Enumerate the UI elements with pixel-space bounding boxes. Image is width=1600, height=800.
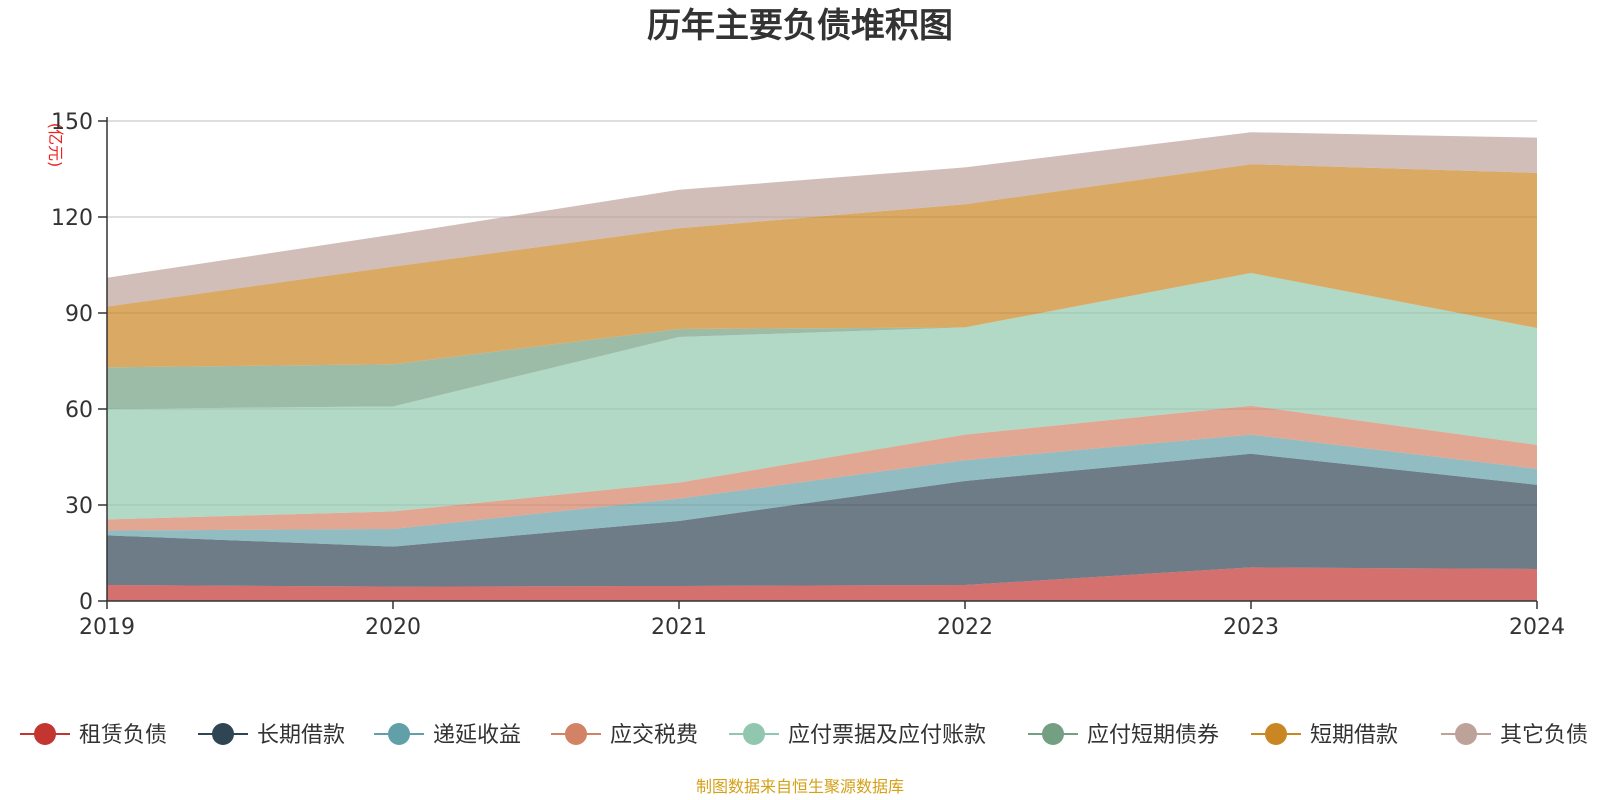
x-tick-label: 2022: [937, 615, 993, 640]
area-7: [107, 164, 1537, 368]
y-tick-label: 60: [65, 398, 93, 423]
area-8: [107, 132, 1537, 307]
y-tick-label: 90: [65, 302, 93, 327]
area-2: [107, 453, 1537, 587]
legend: 租赁负债 长期借款 递延收益 应交税费 应付票据及应付账款 应付短期债券 短期借款 其它负债: [20, 723, 1588, 748]
x-tick-label: 2020: [365, 615, 421, 640]
area-series: [107, 132, 1537, 601]
x-tick-label: 2019: [79, 615, 135, 640]
area-4: [107, 405, 1537, 531]
legend-dot-icon: [212, 723, 234, 745]
legend-dot-icon: [1455, 723, 1477, 745]
legend-item[interactable]: 应付票据及应付账款: [729, 723, 986, 748]
area-6: [107, 273, 1537, 409]
legend-label: 应付票据及应付账款: [788, 723, 986, 748]
legend-label: 递延收益: [433, 723, 521, 748]
y-axis-ticks: 0 30 60 90 120 150: [51, 110, 107, 615]
y-tick-label: 30: [65, 494, 93, 519]
legend-dot-icon: [388, 723, 410, 745]
area-3: [107, 434, 1537, 547]
legend-item[interactable]: 其它负债: [1441, 723, 1588, 748]
x-tick-label: 2024: [1509, 615, 1565, 640]
chart-title: 历年主要负债堆积图: [647, 6, 953, 46]
legend-dot-icon: [34, 723, 56, 745]
legend-item[interactable]: 应交税费: [551, 723, 698, 748]
y-axis-unit: (亿元): [46, 123, 65, 168]
legend-label: 租赁负债: [79, 723, 167, 748]
legend-item[interactable]: 应付短期债券: [1028, 723, 1219, 748]
data-source-note: 制图数据来自恒生聚源数据库: [696, 777, 904, 796]
area-5: [107, 273, 1537, 520]
area-1: [107, 567, 1537, 601]
legend-label: 应付短期债券: [1087, 723, 1219, 748]
axes: [106, 117, 1537, 602]
x-axis-ticks: 2019 2020 2021 2022 2023 2024: [79, 601, 1565, 640]
legend-item[interactable]: 租赁负债: [20, 723, 167, 748]
legend-item[interactable]: 递延收益: [374, 723, 521, 748]
legend-item[interactable]: 短期借款: [1251, 723, 1398, 748]
y-tick-label: 0: [79, 590, 93, 615]
legend-label: 应交税费: [610, 723, 698, 748]
legend-dot-icon: [1265, 723, 1287, 745]
x-tick-label: 2023: [1223, 615, 1279, 640]
legend-label: 短期借款: [1310, 723, 1398, 748]
legend-item[interactable]: 长期借款: [198, 723, 345, 748]
x-tick-label: 2021: [651, 615, 707, 640]
legend-label: 其它负债: [1500, 723, 1588, 748]
legend-dot-icon: [743, 723, 765, 745]
y-tick-label: 120: [51, 206, 93, 231]
legend-dot-icon: [1042, 723, 1064, 745]
legend-label: 长期借款: [257, 723, 345, 748]
legend-dot-icon: [565, 723, 587, 745]
y-tick-label: 150: [51, 110, 93, 135]
